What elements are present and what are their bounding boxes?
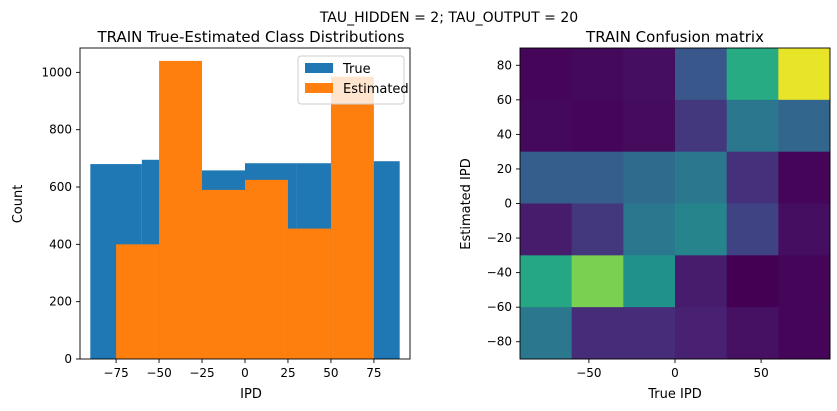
confusion-cell-r5-c0 bbox=[520, 307, 573, 360]
confusion-cell-r1-c3 bbox=[675, 99, 728, 153]
confusion-x-tick-label: −50 bbox=[576, 366, 601, 380]
histogram-xlabel: IPD bbox=[240, 387, 262, 402]
confusion-cell-r4-c1 bbox=[571, 255, 624, 308]
confusion-cell-r2-c5 bbox=[778, 151, 831, 204]
histogram-y-tick-label: 0 bbox=[64, 352, 72, 366]
histogram-y-tick-label: 200 bbox=[49, 295, 72, 309]
confusion-cell-r4-c3 bbox=[675, 255, 728, 308]
confusion-matrix-chart: TRAIN Confusion matrix −50 0 50 806040200−… bbox=[459, 28, 831, 402]
histogram-y-tick-label: 600 bbox=[49, 180, 72, 194]
confusion-cell-r0-c3 bbox=[675, 48, 728, 101]
histogram-y-tick-label: 1000 bbox=[41, 65, 72, 79]
confusion-xlabel: True IPD bbox=[647, 387, 701, 402]
confusion-cell-r2-c4 bbox=[726, 151, 779, 204]
histogram-ylabel: Count bbox=[11, 185, 26, 224]
histogram-title: TRAIN True-Estimated Class Distributions bbox=[96, 28, 404, 46]
confusion-cell-r4-c5 bbox=[778, 255, 831, 308]
histogram-y-tick-label: 800 bbox=[49, 123, 72, 137]
confusion-cell-r5-c2 bbox=[623, 307, 676, 360]
histogram-x-tick-label: −25 bbox=[189, 366, 214, 380]
histogram-y-ticks: 0 200 400 600 800 1000 bbox=[41, 65, 80, 366]
confusion-cell-r0-c1 bbox=[571, 48, 624, 101]
confusion-y-tick-label: −20 bbox=[487, 231, 512, 245]
histogram-y-tick-label: 400 bbox=[49, 237, 72, 251]
confusion-ylabel: Estimated IPD bbox=[459, 158, 474, 250]
confusion-y-tick-label: −40 bbox=[487, 266, 512, 280]
confusion-title: TRAIN Confusion matrix bbox=[585, 28, 764, 46]
confusion-cell-r3-c2 bbox=[623, 203, 676, 256]
confusion-cell-r2-c0 bbox=[520, 151, 573, 204]
confusion-x-ticks: −50 0 50 bbox=[576, 359, 769, 380]
confusion-cell-r2-c2 bbox=[623, 151, 676, 204]
confusion-cell-r1-c2 bbox=[623, 99, 676, 153]
confusion-cell-r0-c4 bbox=[726, 48, 779, 101]
confusion-cell-r1-c1 bbox=[571, 99, 624, 153]
confusion-cell-r2-c1 bbox=[571, 151, 624, 204]
confusion-cell-r3-c3 bbox=[675, 203, 728, 256]
confusion-cell-r0-c0 bbox=[520, 48, 573, 101]
confusion-y-tick-label: 0 bbox=[504, 197, 512, 211]
confusion-cell-r2-c3 bbox=[675, 151, 728, 204]
confusion-cell-r4-c0 bbox=[520, 255, 573, 308]
histogram-x-tick-label: −50 bbox=[146, 366, 171, 380]
confusion-y-tick-label: 60 bbox=[497, 93, 512, 107]
estimated-bar-3 bbox=[245, 179, 288, 359]
confusion-cell-r1-c0 bbox=[520, 99, 573, 153]
estimated-bar-1 bbox=[159, 60, 203, 359]
confusion-cell-r3-c0 bbox=[520, 203, 573, 256]
legend-label-true: True bbox=[342, 62, 371, 77]
confusion-cells bbox=[520, 48, 831, 360]
estimated-bar-4 bbox=[287, 228, 331, 359]
estimated-bar-2 bbox=[202, 189, 245, 359]
confusion-y-tick-label: 20 bbox=[497, 162, 512, 176]
confusion-cell-r4-c2 bbox=[623, 255, 676, 308]
confusion-cell-r0-c5 bbox=[778, 48, 831, 101]
estimated-bar-5 bbox=[330, 76, 374, 359]
histogram-chart: TRAIN True-Estimated Class Distributions… bbox=[11, 28, 411, 402]
histogram-x-tick-label: −75 bbox=[103, 366, 128, 380]
legend-swatch-true bbox=[305, 63, 333, 73]
confusion-y-ticks: 80 60 40 20 0 −20 −40 −60 −80 bbox=[487, 58, 520, 349]
figure-suptitle: TAU_HIDDEN = 2; TAU_OUTPUT = 20 bbox=[319, 10, 578, 26]
confusion-y-tick-label: 80 bbox=[497, 58, 512, 72]
legend-swatch-estimated bbox=[305, 83, 333, 93]
confusion-x-tick-label: 50 bbox=[753, 366, 768, 380]
confusion-cell-r3-c4 bbox=[726, 203, 779, 256]
confusion-cell-r1-c4 bbox=[726, 99, 779, 153]
confusion-cell-r0-c2 bbox=[623, 48, 676, 101]
histogram-x-tick-label: 25 bbox=[280, 366, 295, 380]
histogram-x-tick-label: 0 bbox=[241, 366, 249, 380]
histogram-legend: True Estimated bbox=[297, 55, 409, 105]
estimated-bar-0 bbox=[116, 244, 160, 359]
confusion-y-tick-label: −60 bbox=[487, 300, 512, 314]
confusion-y-tick-label: 40 bbox=[497, 127, 512, 141]
confusion-cell-r5-c3 bbox=[675, 307, 728, 360]
histogram-bars bbox=[90, 60, 400, 359]
histogram-x-tick-label: 75 bbox=[366, 366, 381, 380]
legend-label-estimated: Estimated bbox=[343, 82, 409, 97]
confusion-cell-r5-c5 bbox=[778, 307, 831, 360]
histogram-x-ticks: −75 −50 −25 0 25 50 75 bbox=[103, 359, 382, 380]
confusion-cell-r3-c5 bbox=[778, 203, 831, 256]
confusion-cell-r5-c1 bbox=[571, 307, 624, 360]
confusion-cell-r1-c5 bbox=[778, 99, 831, 153]
confusion-cell-r3-c1 bbox=[571, 203, 624, 256]
confusion-x-tick-label: 0 bbox=[671, 366, 679, 380]
histogram-x-tick-label: 50 bbox=[323, 366, 338, 380]
confusion-cell-r4-c4 bbox=[726, 255, 779, 308]
confusion-y-tick-label: −80 bbox=[487, 335, 512, 349]
confusion-cell-r5-c4 bbox=[726, 307, 779, 360]
